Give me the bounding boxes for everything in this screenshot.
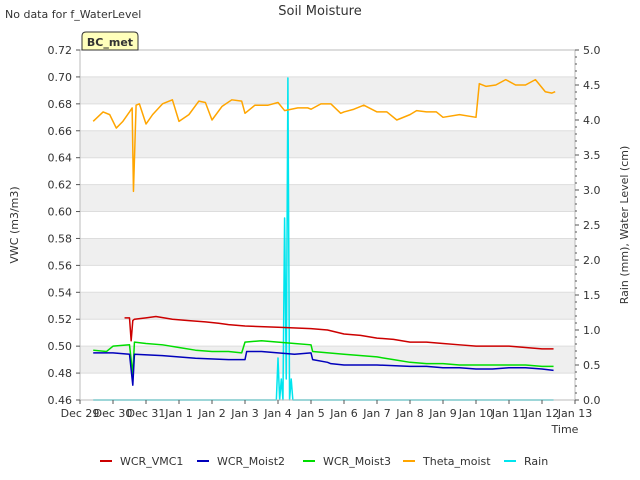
x-tick-label: Dec 30 <box>94 407 133 420</box>
y-right-tick-label: 4.5 <box>583 79 601 92</box>
y-left-tick-label: 0.46 <box>48 394 73 407</box>
x-tick-label: Dec 31 <box>127 407 166 420</box>
y-left-tick-label: 0.64 <box>48 152 73 165</box>
background-band <box>80 76 575 104</box>
y-left-tick-label: 0.52 <box>48 313 73 326</box>
x-tick-label: Jan 13 <box>557 407 592 420</box>
y-left-tick-label: 0.70 <box>48 71 73 84</box>
y-right-tick-label: 0.5 <box>583 359 601 372</box>
legend-label-rain: Rain <box>524 455 548 468</box>
y-left-tick-label: 0.60 <box>48 206 73 219</box>
series-line-wcr-moist2 <box>93 350 554 386</box>
background-band <box>80 292 575 320</box>
x-tick-label: Jan 12 <box>524 407 559 420</box>
y-axis-right: 0.0 0.5 1.0 1.5 2.0 2.5 3.0 3.5 4.0 4.5 5.0 <box>575 44 601 407</box>
x-tick-label: Jan 4 <box>263 407 291 420</box>
x-tick-label: Jan 9 <box>428 407 456 420</box>
y-right-tick-label: 2.0 <box>583 254 601 267</box>
y-left-tick-label: 0.72 <box>48 44 73 57</box>
x-axis-label: Time <box>551 423 579 436</box>
x-tick-label: Jan 2 <box>197 407 225 420</box>
x-tick-label: Dec 29 <box>61 407 100 420</box>
station-label: BC_met <box>87 36 133 49</box>
x-tick-label: Jan 5 <box>296 407 324 420</box>
x-tick-label: Jan 7 <box>362 407 390 420</box>
background-band <box>80 238 575 266</box>
legend-label-wcr-moist3: WCR_Moist3 <box>323 455 391 468</box>
y-left-tick-label: 0.68 <box>48 98 73 111</box>
legend: WCR_VMC1 WCR_Moist2 WCR_Moist3 Theta_moist R… <box>100 455 548 468</box>
x-tick-label: Jan 11 <box>491 407 526 420</box>
y-left-tick-label: 0.58 <box>48 232 73 245</box>
background-band <box>80 184 575 212</box>
y-axis-left: 0.46 0.48 0.50 0.52 0.54 0.56 0.58 0.60 0.62 0.64… <box>48 44 80 407</box>
y-left-tick-label: 0.56 <box>48 259 73 272</box>
plot-background-bands <box>80 76 575 374</box>
y-right-tick-label: 3.5 <box>583 149 601 162</box>
y-right-tick-label: 3.0 <box>583 184 601 197</box>
y-right-tick-label: 0.0 <box>583 394 601 407</box>
y-left-tick-label: 0.54 <box>48 286 73 299</box>
series-line-theta-moist <box>92 78 556 193</box>
series-line-wcr-moist3 <box>93 340 554 376</box>
chart-title: Soil Moisture <box>278 4 362 19</box>
y-left-tick-label: 0.48 <box>48 367 73 380</box>
x-tick-label: Jan 8 <box>395 407 423 420</box>
legend-label-theta-moist: Theta_moist <box>422 455 491 468</box>
y-right-tick-label: 1.0 <box>583 324 601 337</box>
no-data-note: No data for f_WaterLevel <box>5 8 141 21</box>
y-right-tick-label: 1.5 <box>583 289 601 302</box>
x-tick-label: Jan 10 <box>458 407 493 420</box>
y-axis-right-label: Rain (mm), Water Level (cm) <box>618 146 631 305</box>
legend-label-wcr-moist2: WCR_Moist2 <box>217 455 285 468</box>
y-left-tick-label: 0.62 <box>48 179 73 192</box>
station-label-badge: BC_met <box>81 31 139 51</box>
series-line-wcr-vmc1 <box>124 315 554 350</box>
y-axis-left-label: VWC (m3/m3) <box>8 186 21 263</box>
y-right-tick-label: 2.5 <box>583 219 601 232</box>
y-right-tick-label: 5.0 <box>583 44 601 57</box>
x-tick-label: Jan 3 <box>230 407 258 420</box>
y-right-tick-label: 4.0 <box>583 114 601 127</box>
x-tick-label: Jan 6 <box>329 407 357 420</box>
y-left-tick-label: 0.50 <box>48 340 73 353</box>
y-left-tick-label: 0.66 <box>48 125 73 138</box>
background-band <box>80 130 575 158</box>
x-tick-label: Jan 1 <box>164 407 192 420</box>
legend-label-wcr-vmc1: WCR_VMC1 <box>120 455 183 468</box>
